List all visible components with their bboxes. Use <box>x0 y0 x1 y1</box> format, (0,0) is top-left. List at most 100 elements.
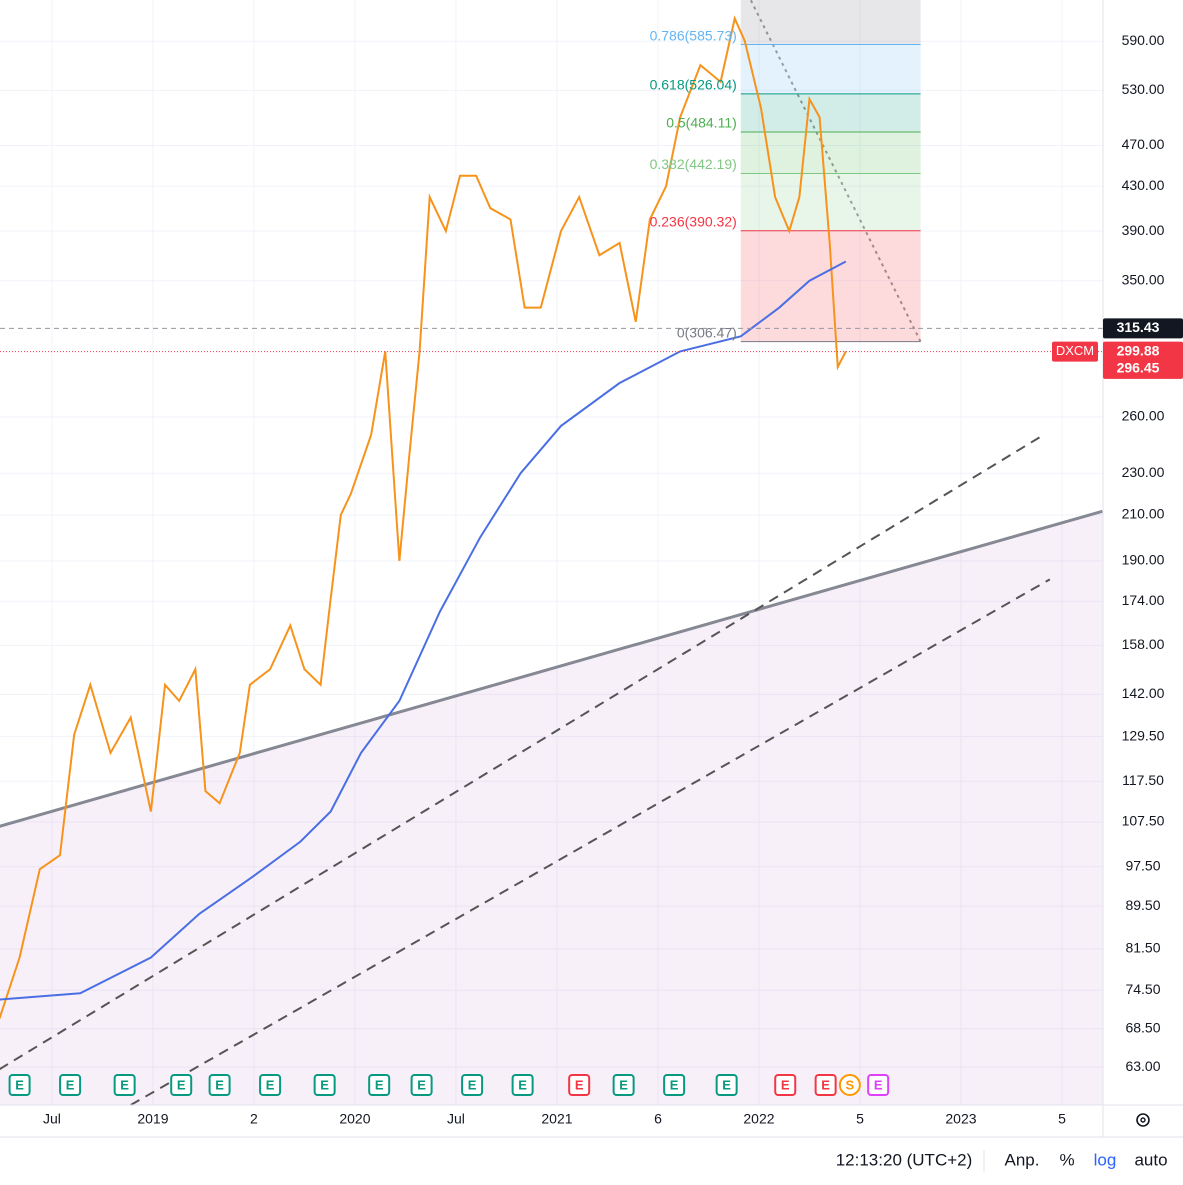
event-label: E <box>781 1077 790 1092</box>
x-tick-label: 2023 <box>945 1111 976 1127</box>
event-label: E <box>722 1077 731 1092</box>
y-tick-label: 430.00 <box>1122 177 1165 193</box>
event-marker <box>368 1074 391 1096</box>
event-marker <box>715 1074 738 1096</box>
y-tick-label: 210.00 <box>1122 506 1165 522</box>
event-marker <box>663 1074 686 1096</box>
fib-zone <box>740 44 921 94</box>
event-label: E <box>821 1077 830 1092</box>
x-tick-label: 6 <box>654 1111 662 1127</box>
y-tick-label: 74.50 <box>1125 981 1160 997</box>
y-tick-label: 117.50 <box>1122 772 1164 788</box>
y-tick-label: 89.50 <box>1125 897 1160 913</box>
fib-label: 0.236(390.32) <box>650 213 737 229</box>
x-tick-label: 2021 <box>541 1111 572 1127</box>
fib-label: 0(306.47) <box>677 324 737 340</box>
event-label: E <box>518 1077 527 1092</box>
symbol-label: DXCM <box>1056 343 1094 358</box>
x-tick-label: 2019 <box>137 1111 168 1127</box>
fib-zone <box>740 0 921 45</box>
event-label: E <box>468 1077 477 1092</box>
gear-hub[interactable] <box>1140 1117 1146 1123</box>
y-tick-label: 260.00 <box>1122 408 1165 424</box>
x-tick-label: Jul <box>447 1111 465 1127</box>
event-marker <box>59 1074 82 1096</box>
price-badge <box>1103 341 1183 362</box>
percent-button[interactable]: % <box>1059 1150 1074 1169</box>
event-label: E <box>375 1077 384 1092</box>
x-tick-label: 5 <box>1058 1111 1066 1127</box>
event-marker <box>838 1074 861 1096</box>
y-tick-label: 174.00 <box>1122 592 1165 608</box>
series-line <box>0 260 847 1001</box>
y-tick-label: 470.00 <box>1122 136 1165 152</box>
x-tick-label: Jul <box>43 1111 61 1127</box>
event-label: E <box>670 1077 679 1092</box>
event-label: S <box>846 1077 855 1092</box>
event-label: E <box>874 1077 883 1092</box>
event-label: E <box>177 1077 186 1092</box>
event-marker <box>867 1074 890 1096</box>
event-label: E <box>66 1077 75 1092</box>
adjust-button[interactable]: Anp. <box>1005 1150 1040 1169</box>
price-label: 299.88 <box>1117 342 1160 358</box>
event-label: E <box>619 1077 628 1092</box>
y-tick-label: 107.50 <box>1122 813 1165 829</box>
event-label: E <box>120 1077 129 1092</box>
fib-zone <box>740 173 921 231</box>
x-tick-label: 2022 <box>743 1111 774 1127</box>
auto-button[interactable]: auto <box>1134 1150 1167 1169</box>
fib-label: 0.786(585.73) <box>650 27 737 43</box>
x-tick-label: 2 <box>250 1111 258 1127</box>
event-label: E <box>215 1077 224 1092</box>
y-tick-label: 97.50 <box>1125 858 1160 874</box>
event-label: E <box>266 1077 275 1092</box>
y-tick-label: 129.50 <box>1122 727 1165 743</box>
y-tick-label: 350.00 <box>1122 271 1165 287</box>
y-tick-label: 68.50 <box>1125 1019 1160 1035</box>
event-marker <box>113 1074 136 1096</box>
event-label: E <box>575 1077 584 1092</box>
event-marker <box>410 1074 433 1096</box>
overlay: 590.00530.00470.00430.00390.00350.00260.… <box>8 27 1183 1127</box>
price-badge <box>1103 318 1183 339</box>
event-marker <box>8 1074 31 1096</box>
y-tick-label: 158.00 <box>1122 636 1165 652</box>
trend-line <box>749 0 922 343</box>
event-label: E <box>417 1077 426 1092</box>
fib-label: 0.5(484.11) <box>666 115 737 131</box>
event-marker <box>612 1074 635 1096</box>
trend-line <box>0 509 1103 828</box>
event-marker <box>814 1074 837 1096</box>
fib-label: 0.382(442.19) <box>650 156 737 172</box>
fib-zone <box>740 93 921 132</box>
gear[interactable] <box>1136 1113 1150 1127</box>
y-tick-label: 190.00 <box>1122 552 1165 568</box>
plot <box>0 0 1103 1106</box>
event-label: E <box>320 1077 329 1092</box>
event-marker <box>774 1074 797 1096</box>
series-line <box>0 15 847 1020</box>
y-tick-label: 63.00 <box>1125 1058 1160 1074</box>
y-tick-label: 390.00 <box>1122 222 1165 238</box>
y-tick-label: 142.00 <box>1122 685 1165 701</box>
y-tick-label: 230.00 <box>1122 464 1165 480</box>
fib-label: 0.618(526.04) <box>650 77 737 93</box>
price-badge <box>1103 358 1183 379</box>
settings-icon[interactable] <box>1136 1113 1150 1127</box>
clock: 12:13:20 (UTC+2) <box>836 1150 973 1169</box>
y-tick-label: 590.00 <box>1122 32 1165 48</box>
trend-fill <box>0 511 1103 1105</box>
y-tick-label: 81.50 <box>1125 940 1160 956</box>
y-tick-label: 530.00 <box>1122 81 1165 97</box>
price-label: 315.43 <box>1117 319 1160 335</box>
event-marker <box>259 1074 282 1096</box>
event-marker <box>208 1074 231 1096</box>
price-label: 296.45 <box>1117 360 1160 376</box>
log-button[interactable]: log <box>1094 1150 1117 1169</box>
x-tick-label: 5 <box>856 1111 864 1127</box>
event-marker <box>461 1074 484 1096</box>
event-marker <box>511 1074 534 1096</box>
